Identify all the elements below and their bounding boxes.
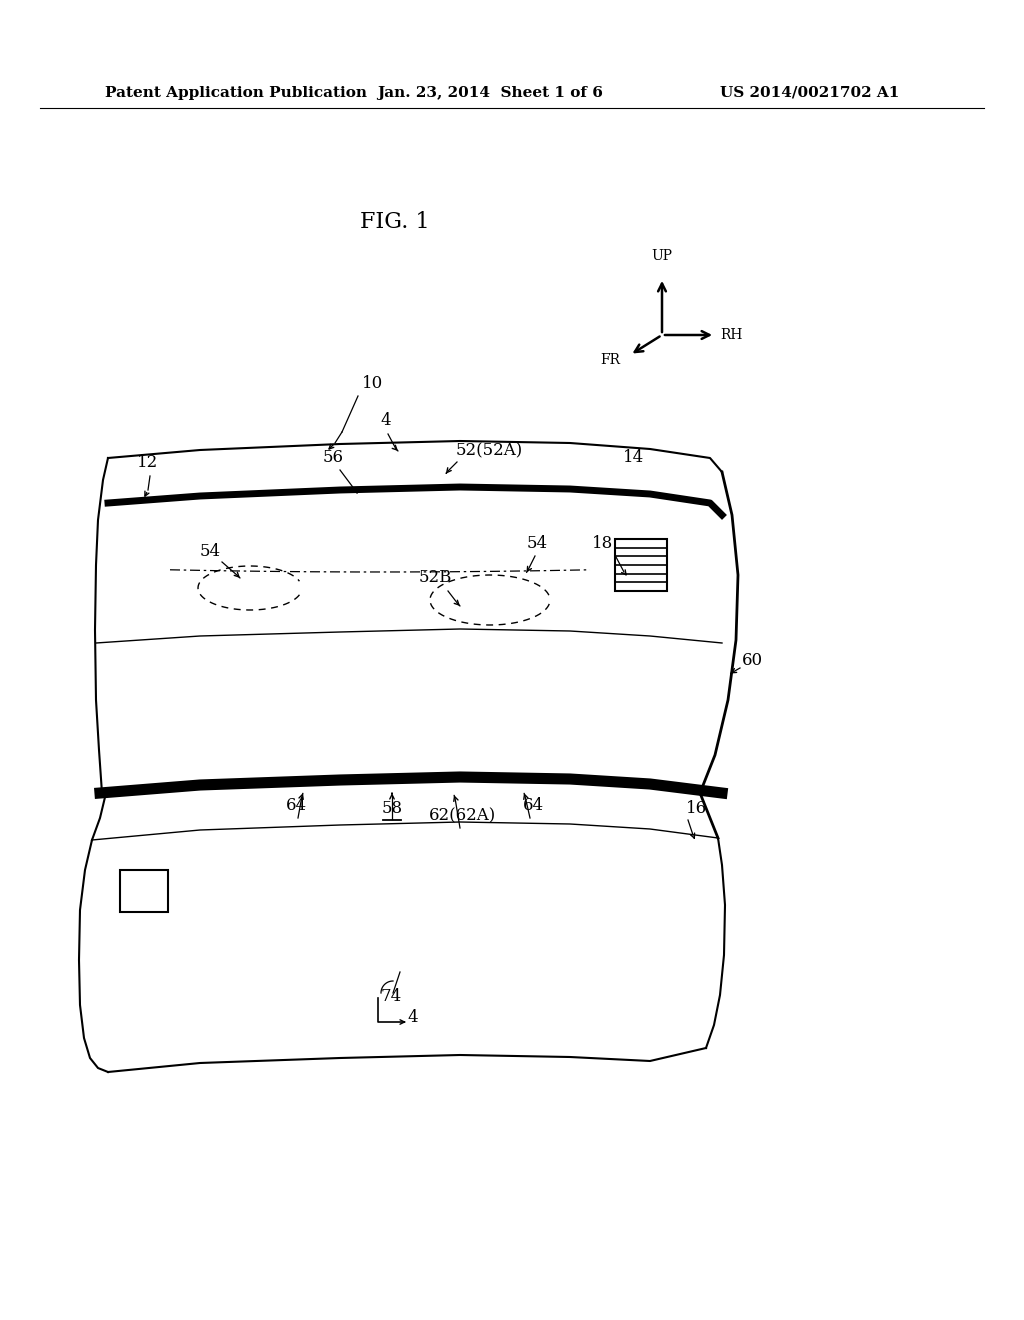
Text: 64: 64 (522, 797, 544, 814)
Text: 54: 54 (200, 543, 220, 560)
Text: 14: 14 (623, 449, 644, 466)
Text: FIG. 1: FIG. 1 (360, 211, 430, 234)
Text: 74: 74 (381, 987, 402, 1005)
Text: 60: 60 (742, 652, 763, 669)
Text: FR: FR (600, 352, 620, 367)
Text: 52(52A): 52(52A) (456, 442, 523, 459)
Text: 54: 54 (526, 535, 548, 552)
Text: 52B: 52B (419, 569, 452, 586)
Text: 4: 4 (407, 1008, 418, 1026)
Text: US 2014/0021702 A1: US 2014/0021702 A1 (720, 86, 899, 100)
Text: 18: 18 (592, 535, 613, 552)
Text: 12: 12 (137, 454, 159, 471)
Text: 4: 4 (381, 412, 391, 429)
Text: Jan. 23, 2014  Sheet 1 of 6: Jan. 23, 2014 Sheet 1 of 6 (377, 86, 603, 100)
Text: 10: 10 (362, 375, 384, 392)
Text: 56: 56 (323, 449, 343, 466)
Text: 16: 16 (686, 800, 708, 817)
Text: 64: 64 (286, 797, 306, 814)
Bar (120, 870, 168, 912)
Bar (615, 539, 667, 591)
Text: 58: 58 (381, 800, 402, 817)
Text: 62(62A): 62(62A) (429, 807, 497, 824)
Text: Patent Application Publication: Patent Application Publication (105, 86, 367, 100)
Text: RH: RH (720, 327, 742, 342)
Text: UP: UP (651, 249, 673, 263)
